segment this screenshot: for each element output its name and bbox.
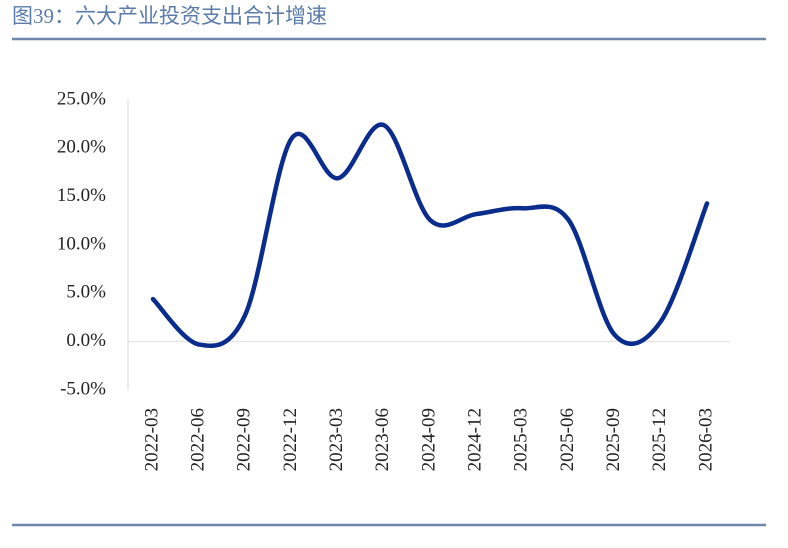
x-tick-label: 2026-03 [695,408,716,471]
y-tick-label: -5.0% [60,378,106,399]
x-tick-label: 2024-12 [465,408,486,471]
y-tick-label: 25.0% [57,88,106,109]
chart-title: 图39：六大产业投资支出合计增速 [12,4,327,28]
x-tick-label: 2023-03 [326,408,347,471]
x-tick-label: 2023-06 [372,408,393,471]
x-tick-label: 2025-09 [603,408,624,471]
x-tick-label: 2022-09 [234,408,255,471]
x-tick-label: 2022-12 [280,408,301,471]
y-tick-label: 0.0% [66,330,106,351]
x-tick-label: 2025-12 [649,408,670,471]
x-tick-label: 2022-06 [188,408,209,471]
x-tick-label: 2022-03 [141,408,162,471]
x-tick-label: 2025-03 [511,408,532,471]
y-tick-label: 10.0% [57,233,106,254]
y-tick-label: 20.0% [57,137,106,158]
y-tick-label: 5.0% [66,282,106,303]
data-line [150,122,710,349]
x-tick-label: 2025-06 [557,408,578,471]
y-tick-label: 15.0% [57,185,106,206]
x-tick-label: 2024-09 [418,408,439,471]
